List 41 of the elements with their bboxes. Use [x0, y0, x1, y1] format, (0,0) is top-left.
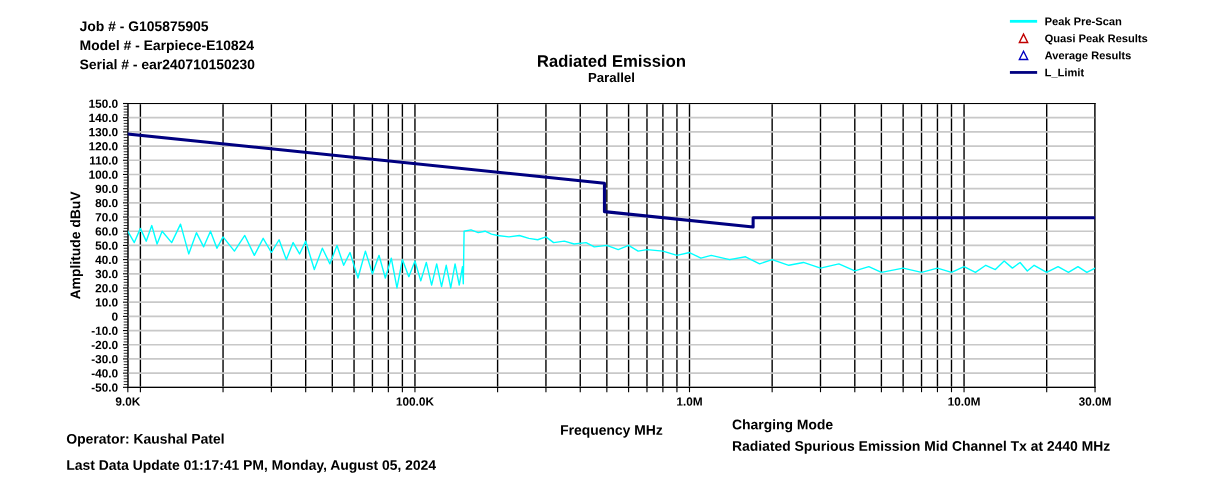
y-tick-label: 20.0: [95, 284, 118, 293]
y-tick-label: 110.0: [89, 156, 118, 165]
y-tick-label: -20.0: [91, 340, 118, 350]
x-axis-title: Frequency MHz: [561, 425, 663, 438]
y-tick-label: 120.0: [89, 142, 118, 151]
x-tick-label: 30.0M: [1078, 397, 1111, 406]
y-axis-title: Amplitude dBuV: [70, 191, 84, 300]
chart-subtitle: Parallel: [588, 72, 634, 83]
y-tick-label: 10.0: [95, 298, 118, 307]
y-tick-label: 100.0: [89, 170, 118, 179]
y-tick-label: 150.0: [89, 99, 118, 108]
x-tick-label: 100.0K: [396, 397, 434, 406]
y-tick-label: -40.0: [91, 369, 118, 378]
legend-label: Quasi Peak Results: [1045, 34, 1148, 45]
y-tick-label: 90.0: [95, 184, 118, 194]
y-tick-label: 130.0: [89, 127, 118, 137]
y-tick-label: 0: [112, 312, 118, 321]
y-tick-label: 80.0: [95, 198, 118, 208]
text: Job # - G105875905: [79, 20, 209, 32]
y-tick-label: -10.0: [91, 326, 118, 335]
text: Serial # - ear240710150230: [80, 59, 255, 70]
y-tick-label: 30.0: [95, 269, 118, 279]
text: Last Data Update 01:17:41 PM, Monday, August 05, 2024: [67, 459, 436, 473]
x-tick-label: 9.0K: [115, 397, 141, 406]
legend-label: L_Limit: [1045, 68, 1084, 78]
y-tick-label: 140.0: [89, 113, 118, 123]
text: Operator: Kaushal Patel: [66, 433, 224, 447]
chart-title: Radiated Emission: [538, 54, 685, 67]
x-tick-label: 10.0M: [948, 397, 980, 406]
y-tick-label: 70.0: [95, 213, 118, 222]
y-tick-label: 60.0: [95, 227, 118, 236]
text: Model # - Earpiece-E10824: [80, 40, 254, 53]
y-tick-label: -50.0: [91, 383, 118, 392]
text: Radiated Spurious Emission Mid Channel Tx at 2440 MHz: [732, 440, 1110, 454]
y-tick-label: -30.0: [91, 354, 118, 364]
text: Charging Mode: [732, 419, 833, 433]
y-tick-label: 40.0: [95, 255, 118, 264]
legend-label: Peak Pre-Scan: [1045, 17, 1122, 26]
y-tick-label: 50.0: [95, 241, 118, 250]
legend-label: Average Results: [1044, 51, 1131, 62]
x-tick-label: 1.0M: [677, 397, 702, 406]
